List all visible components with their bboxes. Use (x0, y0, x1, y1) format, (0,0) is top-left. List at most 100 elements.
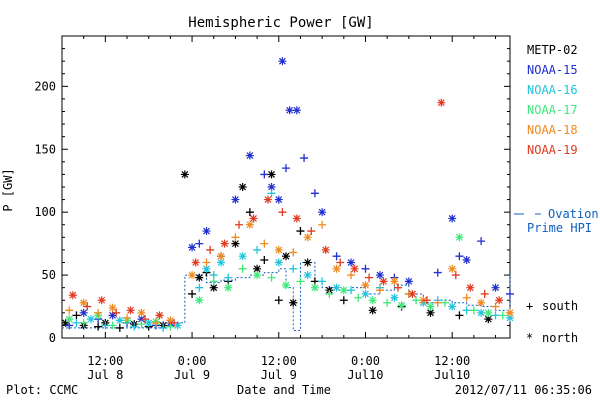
y-tick-label: 50 (42, 268, 56, 282)
north-point (97, 296, 106, 305)
north-point (191, 258, 200, 267)
legend: METP-02 NOAA-15 NOAA-16 NOAA-17 NOAA-18 NOAA-… (514, 43, 599, 345)
north-point (238, 183, 247, 191)
y-tick-label: 0 (49, 331, 56, 345)
north-point (195, 296, 204, 305)
x-tick-sublabel: Jul10 (434, 368, 470, 382)
north-point (267, 183, 276, 191)
north-point (375, 271, 384, 280)
north-marker-symbol: * (526, 331, 533, 345)
north-point (408, 289, 417, 298)
south-point (480, 289, 489, 298)
south-point (412, 296, 421, 305)
south-point (260, 170, 269, 179)
x-tick-sublabel: Jul 9 (261, 368, 297, 382)
north-point (303, 271, 312, 280)
north-point (137, 308, 146, 317)
north-point (289, 298, 298, 307)
south-point (354, 293, 363, 302)
south-point (188, 289, 197, 298)
x-tick-sublabel: Jul 8 (87, 368, 123, 382)
south-point (469, 306, 478, 315)
north-point (339, 286, 348, 295)
north-point (285, 106, 294, 115)
north-point (361, 289, 370, 298)
south-point (224, 273, 233, 282)
south-point (238, 264, 247, 273)
south-point (123, 313, 132, 322)
north-point (65, 315, 74, 324)
north-point (249, 214, 258, 223)
y-tick-label: 200 (34, 79, 56, 93)
south-point (260, 255, 269, 264)
south-point (325, 289, 334, 298)
north-point (390, 277, 399, 286)
south-point (383, 298, 392, 307)
south-point (79, 318, 88, 327)
legend-entry: NOAA-16 (527, 83, 578, 97)
legend-entry: NOAA-15 (527, 63, 578, 77)
south-point (339, 296, 348, 305)
south-point (274, 296, 283, 305)
data-points (61, 57, 514, 332)
south-point (318, 220, 327, 229)
north-point (155, 311, 164, 320)
north-point (318, 208, 327, 217)
north-point (231, 239, 240, 248)
south-point (282, 164, 290, 173)
south-point (202, 258, 211, 267)
north-point (332, 264, 341, 273)
north-point (437, 98, 446, 107)
north-point (180, 170, 189, 179)
south-point (108, 321, 117, 330)
x-tick-label: 12:00 (87, 354, 123, 368)
north-point (195, 273, 204, 282)
north-point (361, 281, 370, 290)
south-point (336, 258, 345, 267)
north-point (426, 308, 435, 317)
north-point (484, 315, 493, 324)
y-tick-label: 100 (34, 205, 56, 219)
y-tick-label: 150 (34, 142, 56, 156)
north-point (282, 281, 290, 290)
north-point (220, 239, 229, 248)
south-point (477, 237, 486, 246)
south-point (318, 277, 327, 286)
south-marker-key: south (542, 299, 578, 313)
south-point (94, 322, 103, 331)
south-point (422, 296, 431, 305)
north-point (68, 291, 77, 300)
north-point (126, 306, 135, 315)
south-point (491, 302, 500, 311)
north-point (274, 258, 283, 267)
north-point (79, 308, 88, 317)
north-point (397, 301, 406, 310)
north-point (238, 252, 247, 261)
north-point (274, 195, 283, 204)
south-point (462, 306, 471, 315)
north-point (506, 313, 514, 322)
south-point (245, 208, 254, 217)
legend-entry: NOAA-18 (527, 123, 578, 137)
south-point (170, 318, 178, 327)
north-point (188, 271, 197, 280)
south-point (289, 248, 298, 257)
south-point (72, 311, 81, 320)
north-point (263, 195, 272, 204)
north-point (282, 252, 290, 261)
south-point (83, 302, 92, 311)
south-point (267, 189, 276, 198)
north-point (448, 302, 457, 311)
north-point (368, 296, 377, 305)
ovation-legend-label-2: Prime HPI (527, 221, 592, 235)
south-point (440, 298, 449, 307)
north-point (332, 283, 341, 292)
north-point (86, 315, 95, 324)
north-point (477, 298, 486, 307)
south-point (101, 321, 110, 330)
south-point (260, 239, 269, 248)
north-point (108, 303, 117, 312)
south-point (455, 311, 464, 320)
south-point (310, 189, 319, 198)
south-point (231, 233, 240, 242)
